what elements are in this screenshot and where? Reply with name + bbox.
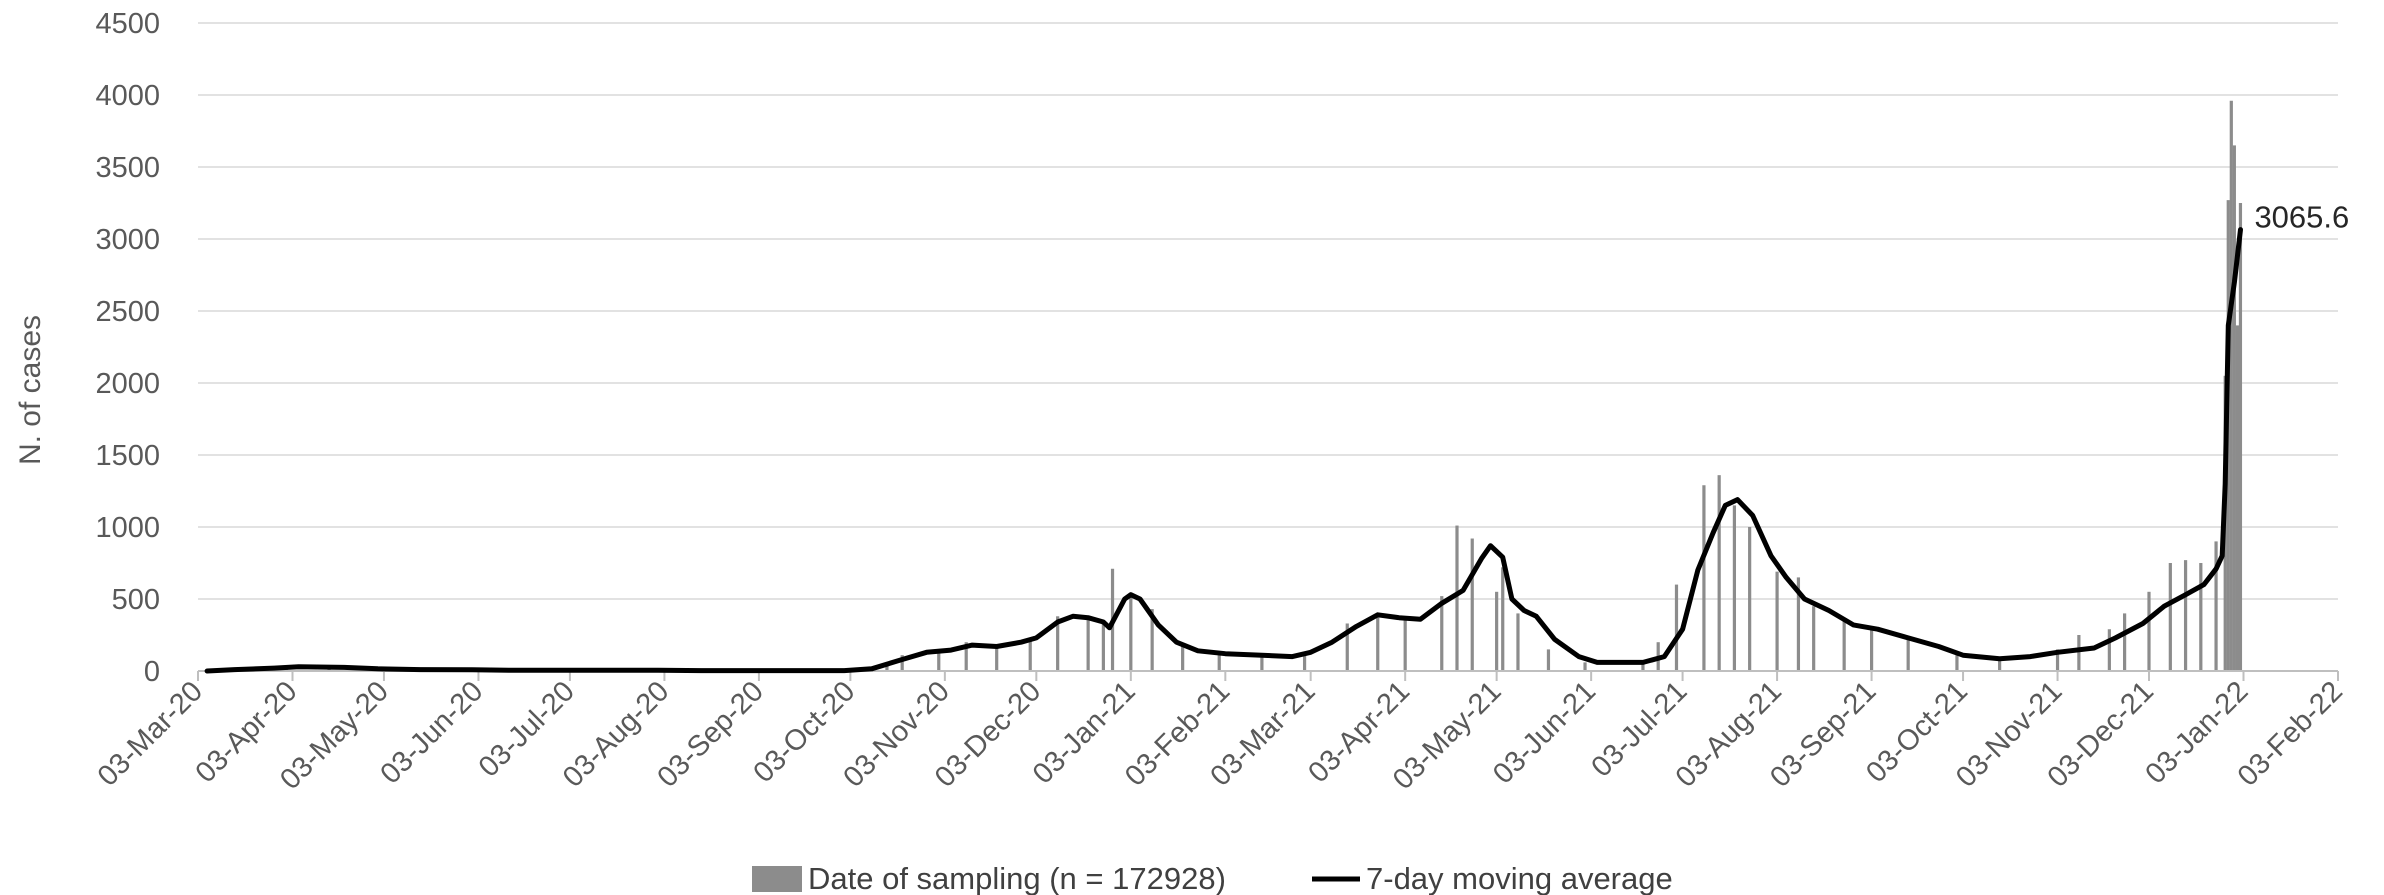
- bar: [1101, 623, 1105, 671]
- bar: [2055, 649, 2060, 671]
- legend-label-bars: Date of sampling (n = 172928): [808, 861, 1226, 895]
- bar: [1403, 619, 1407, 671]
- y-tick-label: 3500: [95, 152, 160, 184]
- bar: [2123, 613, 2127, 671]
- bar: [2199, 563, 2203, 671]
- bar: [1869, 627, 1874, 671]
- bar: [995, 646, 999, 671]
- bar: [1470, 538, 1474, 671]
- bar: [937, 649, 941, 671]
- bar: [1702, 485, 1706, 671]
- bar: [1129, 594, 1133, 671]
- x-axis: 03-Mar-2003-Apr-2003-May-2003-Jun-2003-J…: [92, 670, 2349, 796]
- bar: [900, 655, 904, 671]
- bar: [1260, 655, 1264, 671]
- moving-average-line: [204, 227, 2243, 674]
- bar: [1455, 525, 1459, 671]
- y-tick-label: 4000: [95, 80, 160, 112]
- annotations: 3065.6: [2254, 200, 2349, 235]
- legend-label-line: 7-day moving average: [1366, 861, 1673, 895]
- y-tick-label: 2000: [95, 368, 160, 400]
- bar: [1732, 505, 1737, 671]
- bar: [1546, 649, 1551, 671]
- bar: [1150, 609, 1154, 671]
- x-tick-label: 03-Mar-20: [92, 675, 209, 792]
- legend-bar-swatch: [752, 866, 802, 892]
- bar: [2235, 325, 2240, 671]
- bar: [2232, 145, 2236, 671]
- bar: [1842, 620, 1846, 671]
- y-tick-label: 500: [112, 584, 160, 616]
- bar: [1583, 662, 1587, 671]
- gridlines: [198, 22, 2338, 600]
- bar: [1748, 527, 1752, 671]
- bar: [2107, 629, 2111, 671]
- bar: [1674, 584, 1679, 671]
- y-tick-label: 3000: [95, 224, 160, 256]
- y-tick-label: 2500: [95, 296, 160, 328]
- bar: [2168, 563, 2172, 671]
- bar: [1796, 577, 1801, 671]
- y-tick-label: 1500: [95, 440, 160, 472]
- bar: [1717, 475, 1721, 671]
- y-axis-ticks: 0 500 1000 1500 2000 2500 3000 3500 4000 4500: [95, 8, 160, 688]
- bar: [1516, 613, 1520, 671]
- bar: [1440, 596, 1444, 671]
- bar: [1812, 606, 1816, 671]
- bar: [1495, 591, 1499, 671]
- bar: [1302, 653, 1307, 671]
- bar: [1181, 646, 1185, 671]
- bar: [1775, 571, 1779, 671]
- bar: [1376, 613, 1380, 671]
- bar-series: [217, 100, 2243, 671]
- x-tick-label: 03-Jun-21: [1487, 675, 1602, 790]
- legend: Date of sampling (n = 172928) 7-day movi…: [752, 861, 1673, 895]
- bar: [2238, 203, 2243, 671]
- bar: [1641, 660, 1645, 671]
- bar: [1345, 623, 1349, 671]
- bar: [1906, 637, 1910, 671]
- bar: [1501, 567, 1505, 671]
- bar: [2147, 591, 2151, 671]
- data-label: 3065.6: [2254, 200, 2349, 235]
- bar: [2077, 635, 2081, 671]
- bar: [1086, 617, 1090, 671]
- bar: [1217, 655, 1221, 671]
- bar: [1028, 637, 1032, 671]
- bar: [2214, 541, 2218, 671]
- bar: [964, 642, 968, 671]
- y-axis-title: N. of cases: [14, 315, 47, 465]
- bar: [1955, 655, 1959, 671]
- bar: [2229, 100, 2233, 671]
- y-tick-label: 0: [144, 656, 160, 688]
- x-tick-label: 03-Jun-20: [374, 675, 489, 790]
- bar: [2183, 560, 2188, 671]
- y-tick-label: 4500: [95, 8, 160, 40]
- bar: [1998, 658, 2002, 671]
- y-tick-label: 1000: [95, 512, 160, 544]
- bar: [1056, 616, 1060, 671]
